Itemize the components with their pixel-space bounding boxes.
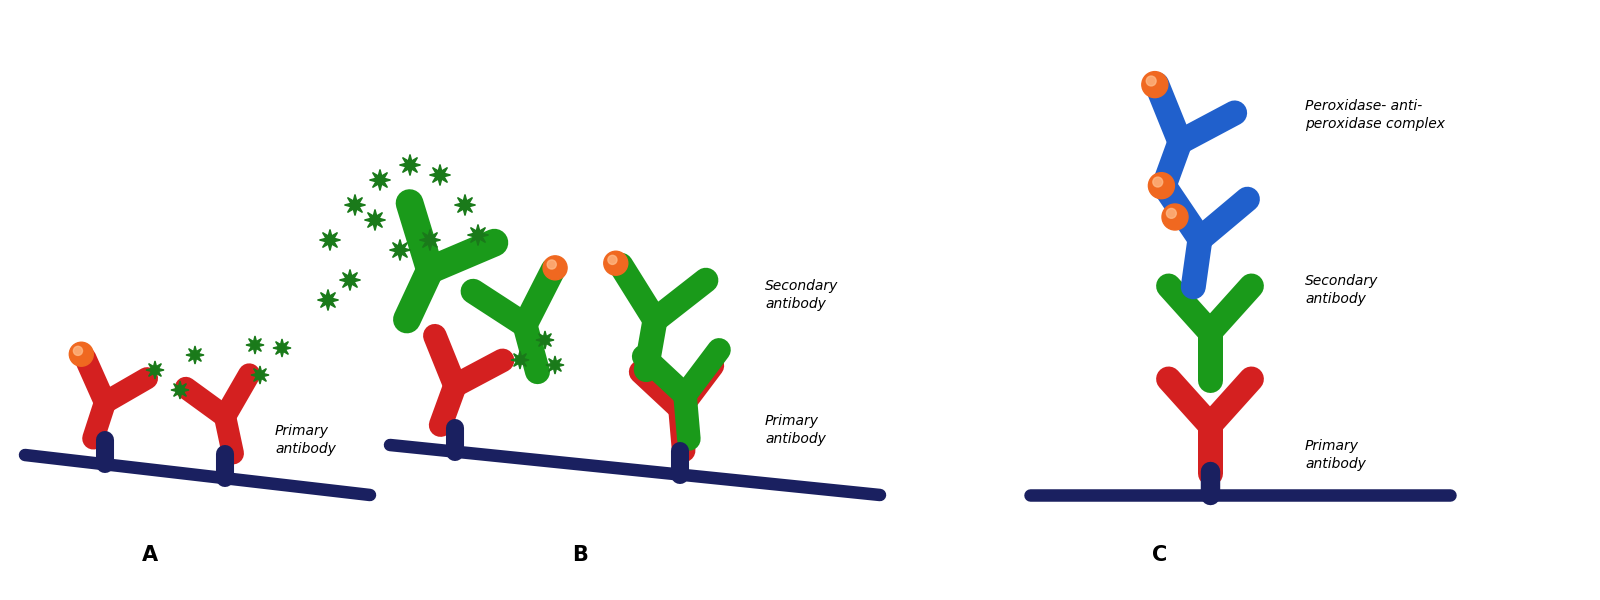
Text: C: C xyxy=(1152,545,1168,565)
Circle shape xyxy=(1142,71,1168,98)
Polygon shape xyxy=(274,339,291,357)
Polygon shape xyxy=(251,366,269,384)
Text: Peroxidase- anti-
peroxidase complex: Peroxidase- anti- peroxidase complex xyxy=(1306,100,1445,131)
Polygon shape xyxy=(370,169,390,191)
Polygon shape xyxy=(171,381,189,399)
Polygon shape xyxy=(320,229,341,251)
Circle shape xyxy=(74,346,83,355)
Circle shape xyxy=(1146,76,1157,86)
Polygon shape xyxy=(400,154,421,176)
Polygon shape xyxy=(454,194,475,215)
Text: Secondary
antibody: Secondary antibody xyxy=(765,280,838,311)
Text: Primary
antibody: Primary antibody xyxy=(275,424,336,455)
Polygon shape xyxy=(467,224,488,245)
Text: A: A xyxy=(142,545,158,565)
Circle shape xyxy=(1149,173,1174,199)
Polygon shape xyxy=(317,289,339,311)
Text: Primary
antibody: Primary antibody xyxy=(1306,439,1366,470)
Polygon shape xyxy=(146,361,165,379)
Text: Secondary
antibody: Secondary antibody xyxy=(1306,274,1378,305)
Text: Primary
antibody: Primary antibody xyxy=(765,415,826,446)
Polygon shape xyxy=(429,164,451,185)
Polygon shape xyxy=(246,336,264,354)
Circle shape xyxy=(603,251,627,275)
Polygon shape xyxy=(546,356,563,374)
Circle shape xyxy=(542,256,566,280)
Circle shape xyxy=(1162,204,1187,230)
Polygon shape xyxy=(365,209,386,230)
Circle shape xyxy=(1166,208,1176,218)
Polygon shape xyxy=(344,194,365,215)
Text: B: B xyxy=(573,545,587,565)
Circle shape xyxy=(69,342,93,366)
Polygon shape xyxy=(186,346,205,364)
Polygon shape xyxy=(339,269,360,290)
Circle shape xyxy=(1154,177,1163,187)
Polygon shape xyxy=(419,229,440,251)
Polygon shape xyxy=(536,331,554,349)
Circle shape xyxy=(608,256,618,265)
Circle shape xyxy=(547,260,557,269)
Polygon shape xyxy=(510,351,530,369)
Polygon shape xyxy=(389,239,411,260)
